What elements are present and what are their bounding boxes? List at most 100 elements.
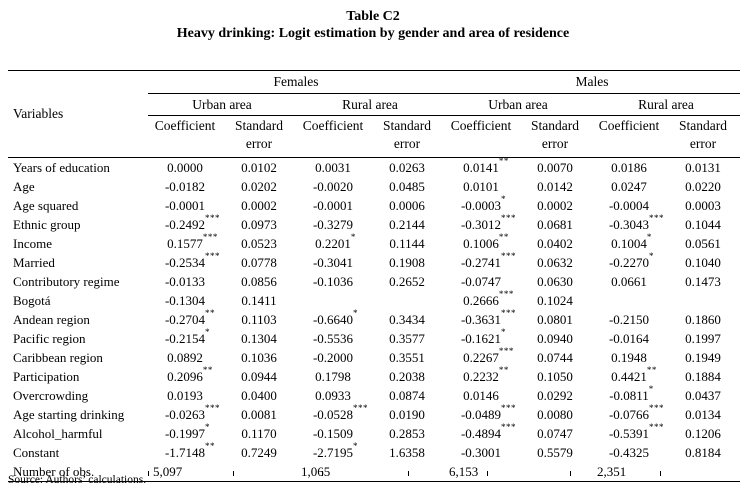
- value-text: 0.1884: [685, 369, 721, 384]
- value-text: 0.0681: [537, 217, 573, 232]
- obs-value-cell: [518, 462, 592, 482]
- significance-stars: *: [205, 422, 211, 432]
- significance-stars: ***: [353, 403, 369, 413]
- value-text: 0.0892: [167, 350, 203, 365]
- value-text: 0.0193: [167, 388, 203, 403]
- value-text: -0.0001: [312, 198, 354, 213]
- value-cell: 0.0437: [666, 386, 740, 405]
- header-coefficient: Coefficient: [148, 115, 222, 158]
- header-coefficient: Coefficient: [592, 115, 666, 158]
- table-body: Years of education 0.0000 0.0102 0.0031 0.02…: [8, 157, 740, 482]
- value-cell: 0.0006: [370, 196, 444, 215]
- obs-value-cell: [222, 462, 296, 482]
- significance-stars: *: [646, 232, 652, 242]
- header-standard-error: Standard error: [222, 115, 296, 158]
- significance-stars: ***: [202, 232, 218, 242]
- variable-label: Age: [13, 179, 35, 194]
- value-text: -0.3001: [460, 445, 502, 460]
- value-text: 0.0933: [315, 388, 351, 403]
- value-text: 0.5579: [537, 445, 573, 460]
- value-cell: 0.0080: [518, 405, 592, 424]
- value-cell: -0.1509: [296, 424, 370, 443]
- value-text: 0.0006: [389, 198, 425, 213]
- value-cell: -0.1621 *: [444, 328, 518, 348]
- value-text: 0.0202: [241, 179, 277, 194]
- header-variables: Variables: [8, 70, 148, 158]
- value-cell: 0.3577: [370, 329, 444, 348]
- value-cell: -0.0133: [148, 272, 222, 291]
- value-text: -0.2270: [608, 255, 650, 270]
- value-cell: 0.2853: [370, 424, 444, 443]
- value-cell: 0.0892: [148, 348, 222, 367]
- column-tick: [660, 471, 661, 476]
- value-text: 0.0856: [241, 274, 277, 289]
- header-gender-row: Variables Females Males: [8, 70, 740, 158]
- header-standard-error: Standard error: [370, 115, 444, 158]
- obs-value-cell: 2,351: [592, 462, 666, 482]
- value-text: -0.2534: [164, 255, 206, 270]
- obs-value-cell: [666, 462, 740, 482]
- value-text: 0.8184: [685, 445, 721, 460]
- value-cell: -0.4325: [592, 443, 666, 462]
- significance-stars: **: [646, 365, 657, 375]
- value-cell: -0.4894 ***: [444, 423, 518, 443]
- value-cell: [666, 291, 740, 310]
- value-cell: -0.6640 *: [296, 309, 370, 329]
- value-text: 0.1004: [611, 236, 647, 251]
- significance-stars: ***: [501, 308, 517, 318]
- column-tick: [570, 471, 571, 476]
- table-subtitle: Heavy drinking: Logit estimation by gend…: [176, 26, 570, 41]
- value-cell: -0.0004: [592, 196, 666, 215]
- value-text: -0.0766: [608, 407, 650, 422]
- value-cell: 0.0193: [148, 386, 222, 405]
- value-text: 0.4421: [611, 369, 647, 384]
- value-cell: 0.1860: [666, 310, 740, 329]
- value-text: 0.1144: [389, 236, 425, 251]
- variable-label: Caribbean region: [13, 350, 103, 365]
- value-text: 0.0247: [611, 179, 647, 194]
- value-text: 0.2201: [315, 236, 351, 251]
- value-text: -0.6640: [312, 312, 354, 327]
- value-text: 0.0661: [611, 274, 647, 289]
- header-standard-error: Standard error: [666, 115, 740, 158]
- table-row: Bogotá -0.1304 0.1411 0.2666 *** 0.1024: [8, 290, 740, 310]
- value-text: -0.0182: [164, 179, 206, 194]
- significance-stars: *: [648, 384, 654, 394]
- value-cell: 0.0778: [222, 253, 296, 272]
- value-cell: 0.0247: [592, 177, 666, 196]
- value-text: -0.0811: [609, 388, 649, 403]
- value-cell: 0.1050: [518, 367, 592, 386]
- value-text: 0.0102: [241, 160, 277, 175]
- value-cell: -0.2741 ***: [444, 252, 518, 272]
- table-row: Andean region -0.2704 ** 0.1103 -0.6640 * 0.34…: [8, 308, 740, 329]
- value-text: 0.1304: [241, 331, 277, 346]
- value-cell: 0.0944: [222, 367, 296, 386]
- title-block: Table C2 Heavy drinking: Logit estimatio…: [0, 0, 746, 42]
- value-text: 0.1170: [241, 426, 277, 441]
- value-cell: -0.3043 ***: [592, 214, 666, 234]
- table-row: Pacific region -0.2154 * 0.1304 -0.5536 0.357…: [8, 328, 740, 348]
- value-cell: -0.2270 *: [592, 252, 666, 272]
- variable-label: Age starting drinking: [13, 407, 125, 422]
- value-text: 0.1036: [241, 350, 277, 365]
- value-text: 0.0744: [537, 350, 573, 365]
- value-text: 0.0630: [537, 274, 573, 289]
- value-text: 0.1948: [611, 350, 647, 365]
- value-text: 0.1040: [685, 255, 721, 270]
- value-cell: 0.0131: [666, 158, 740, 178]
- header-area-females-urban: Urban area: [148, 93, 296, 116]
- value-text: 0.1949: [685, 350, 721, 365]
- value-cell: 0.0801: [518, 310, 592, 329]
- value-cell: -2.7195 *: [296, 442, 370, 462]
- value-cell: 0.2232 **: [444, 366, 518, 386]
- value-cell: -0.0263 ***: [148, 404, 222, 424]
- value-cell: 0.1004 *: [592, 232, 666, 253]
- value-cell: 0.0874: [370, 386, 444, 405]
- variable-label: Married: [13, 255, 55, 270]
- value-text: -0.0263: [164, 407, 206, 422]
- variable-label: Years of education: [13, 160, 110, 175]
- value-cell: 0.5579: [518, 443, 592, 462]
- value-cell: -0.5391 ***: [592, 423, 666, 443]
- value-text: 1.6358: [389, 445, 425, 460]
- value-text: 0.0002: [241, 198, 277, 213]
